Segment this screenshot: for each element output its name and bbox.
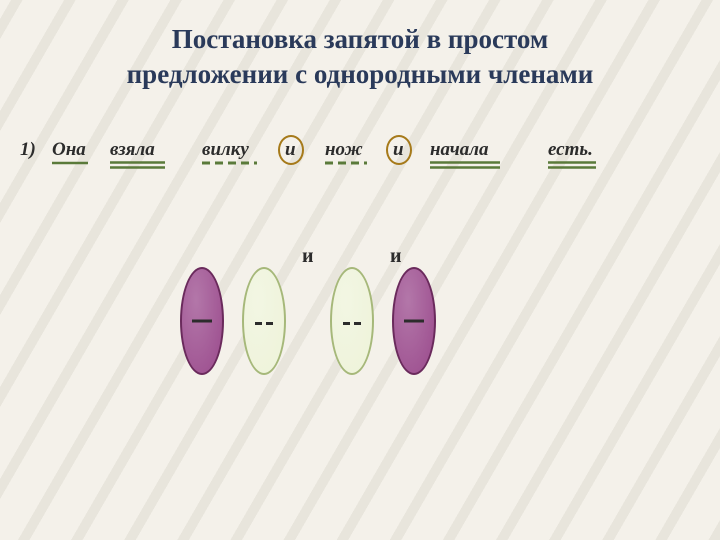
conjunction-circle-2 bbox=[386, 135, 412, 165]
page-title: Постановка запятой в простом предложении… bbox=[0, 22, 720, 91]
scheme-diagram: и и bbox=[180, 245, 530, 385]
underline-dashed-2 bbox=[325, 161, 367, 171]
word-nachala: начала bbox=[430, 139, 489, 161]
sentence-number: 1) bbox=[20, 139, 36, 161]
title-line-2: предложении с однородными членами bbox=[127, 59, 594, 89]
ellipse-object-2 bbox=[330, 267, 374, 375]
mark-dash-1 bbox=[255, 312, 273, 330]
word-vzyala: взяла bbox=[110, 139, 155, 161]
mark-line-2 bbox=[404, 320, 424, 323]
diagram-conj-1: и bbox=[302, 245, 314, 268]
underline-single bbox=[52, 161, 88, 171]
mark-dash-2 bbox=[343, 312, 361, 330]
underline-dashed-1 bbox=[202, 161, 257, 171]
ellipse-subject-1 bbox=[180, 267, 224, 375]
example-sentence: 1) Она взяла вилку и нож и начала есть. bbox=[0, 139, 720, 181]
ellipse-subject-2 bbox=[392, 267, 436, 375]
title-line-1: Постановка запятой в простом bbox=[172, 24, 548, 54]
underline-double-2 bbox=[430, 161, 500, 171]
diagram-conj-2: и bbox=[390, 245, 402, 268]
slide-content: Постановка запятой в простом предложении… bbox=[0, 0, 720, 540]
word-nozh: нож bbox=[325, 139, 363, 161]
word-ona: Она bbox=[52, 139, 86, 161]
word-est: есть. bbox=[548, 139, 593, 161]
conjunction-circle-1 bbox=[278, 135, 304, 165]
ellipse-object-1 bbox=[242, 267, 286, 375]
underline-double-1 bbox=[110, 161, 165, 171]
underline-double-3 bbox=[548, 161, 596, 171]
mark-line-1 bbox=[192, 320, 212, 323]
word-vilku: вилку bbox=[202, 139, 249, 161]
